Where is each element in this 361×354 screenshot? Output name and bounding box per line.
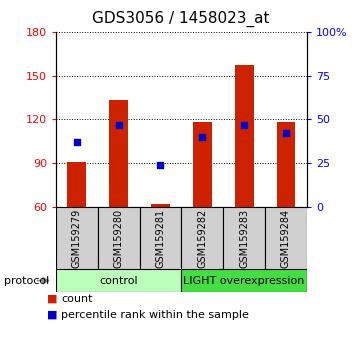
Text: ■: ■ — [47, 294, 57, 304]
Bar — [223, 207, 265, 269]
Bar — [68, 162, 86, 207]
Bar — [181, 207, 223, 269]
Bar — [235, 65, 253, 207]
Text: LIGHT overexpression: LIGHT overexpression — [183, 275, 305, 286]
Bar — [56, 269, 181, 292]
Point — [241, 122, 247, 127]
Point — [158, 162, 164, 168]
Bar — [277, 122, 295, 207]
Point — [283, 131, 289, 136]
Point — [199, 134, 205, 140]
Bar — [56, 207, 98, 269]
Text: GSM159283: GSM159283 — [239, 209, 249, 268]
Point — [74, 139, 80, 145]
Text: GSM159279: GSM159279 — [72, 209, 82, 268]
Text: control: control — [99, 275, 138, 286]
Text: GSM159281: GSM159281 — [156, 209, 165, 268]
Text: ■: ■ — [47, 310, 57, 320]
Bar — [109, 101, 128, 207]
Bar — [193, 122, 212, 207]
Text: count: count — [61, 294, 93, 304]
Text: GSM159282: GSM159282 — [197, 209, 207, 268]
Text: GSM159280: GSM159280 — [114, 209, 124, 268]
Text: percentile rank within the sample: percentile rank within the sample — [61, 310, 249, 320]
Text: GSM159284: GSM159284 — [281, 209, 291, 268]
Point — [116, 122, 122, 127]
Text: GDS3056 / 1458023_at: GDS3056 / 1458023_at — [92, 11, 269, 27]
Bar — [265, 207, 307, 269]
Text: protocol: protocol — [4, 275, 49, 286]
Bar — [140, 207, 181, 269]
Bar — [181, 269, 307, 292]
Bar — [98, 207, 140, 269]
Bar — [151, 204, 170, 207]
